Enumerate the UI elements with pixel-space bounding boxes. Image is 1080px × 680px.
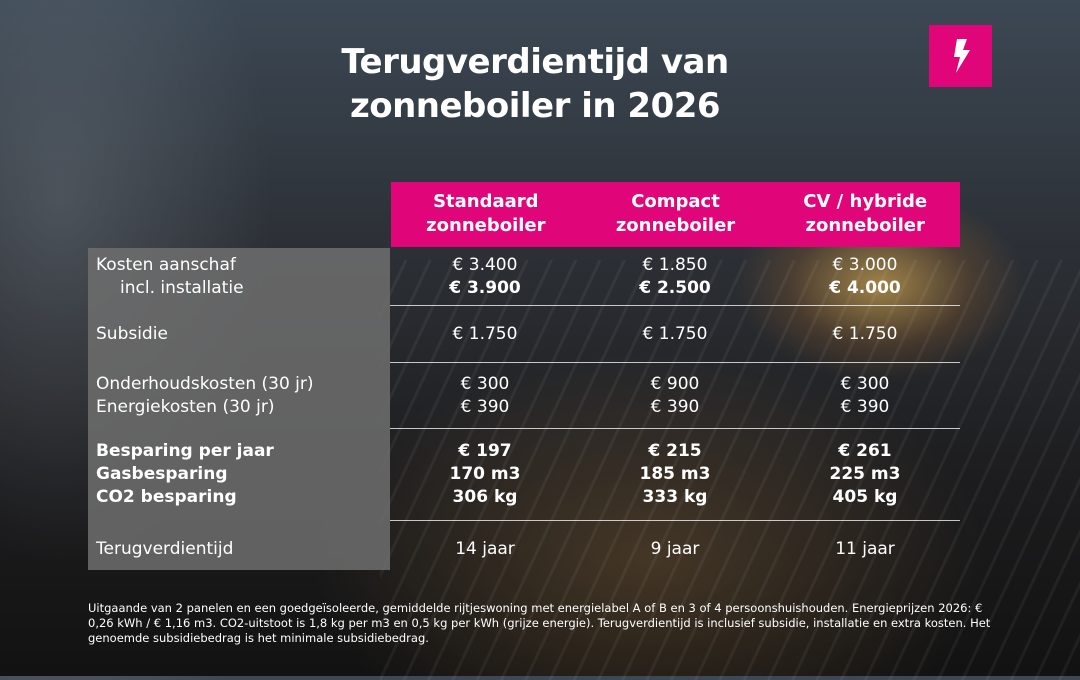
table-row-subsidie: Subsidie € 1.750 € 1.750 € 1.750	[96, 323, 898, 344]
column-header-standaard: Standaard zonneboiler	[426, 191, 546, 236]
divider	[390, 305, 960, 306]
title-line-1: Terugverdientijd van	[341, 42, 729, 82]
title-line-2: zonneboiler in 2026	[349, 86, 721, 126]
table-row-terugverdientijd: Terugverdientijd 14 jaar 9 jaar 11 jaar	[96, 538, 895, 559]
column-header-cv-hybride: CV / hybride zonneboiler	[803, 191, 928, 236]
table-row-kosten-30jr: Onderhoudskosten (30 jr) Energiekosten (3…	[96, 373, 890, 417]
footnote: Uitgaande van 2 panelen en een goedgeïso…	[88, 601, 991, 645]
table-row-besparing: Besparing per jaar Gasbesparing CO2 bespar…	[96, 441, 901, 507]
divider	[390, 520, 960, 521]
column-header-compact: Compact zonneboiler	[615, 191, 736, 236]
logo	[929, 25, 992, 87]
table-header: Standaard zonneboiler Compact zonneboiler …	[391, 182, 960, 247]
row-label-column	[88, 248, 390, 570]
divider	[390, 362, 960, 363]
divider	[390, 428, 960, 429]
lightning-bolt-icon	[953, 39, 970, 73]
page-title: Terugverdientijd van zonneboiler in 2026	[300, 40, 770, 128]
table-row-kosten: Kosten aanschaf incl. installatie € 3.400…	[96, 255, 901, 298]
